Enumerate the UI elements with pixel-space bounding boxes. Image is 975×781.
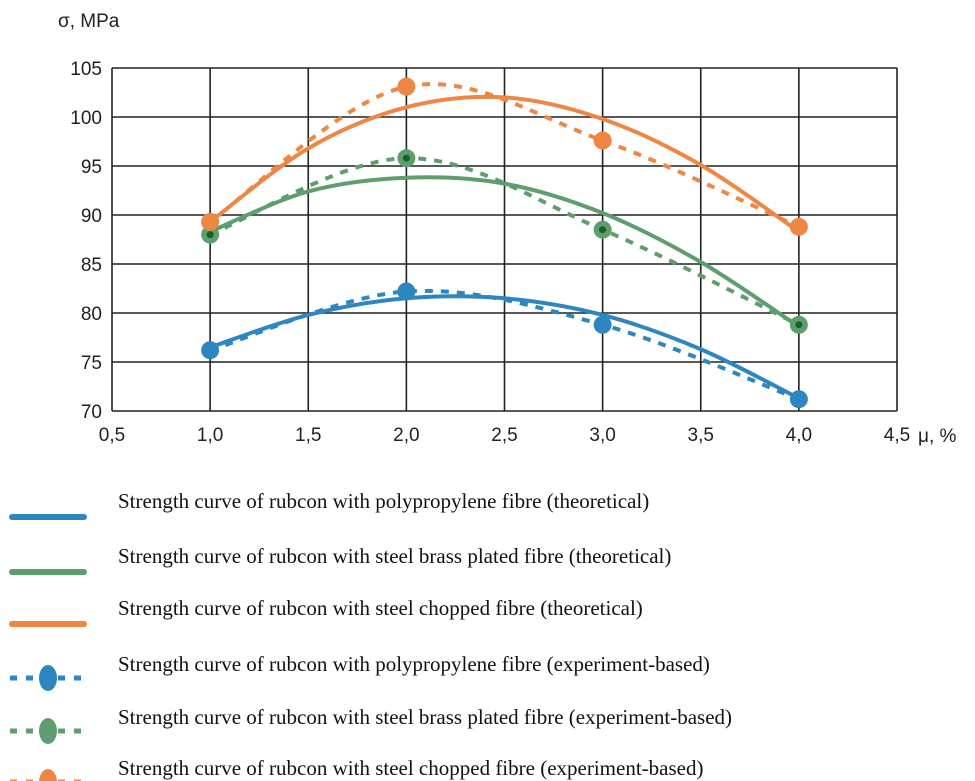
x-tick-label: 0,5 xyxy=(99,425,125,446)
x-tick-label: 4,5 xyxy=(884,425,910,446)
y-tick-label: 105 xyxy=(70,59,102,80)
data-point xyxy=(201,341,220,360)
x-tick-label: 1,0 xyxy=(197,425,223,446)
data-point-core xyxy=(599,226,607,234)
series-line-theoretical-0 xyxy=(208,294,801,401)
grid xyxy=(111,67,898,412)
series-line-theoretical-1 xyxy=(208,175,801,329)
legend-label: Strength curve of rubcon with steel chop… xyxy=(118,596,643,620)
legend-item: Strength curve of rubcon with steel bras… xyxy=(9,544,671,575)
legend-label: Strength curve of rubcon with steel chop… xyxy=(118,756,703,780)
data-point-core xyxy=(402,154,410,162)
y-tick-label: 100 xyxy=(70,108,102,129)
y-tick-label: 80 xyxy=(81,304,102,325)
legend-label: Strength curve of rubcon with steel bras… xyxy=(118,544,671,568)
y-tick-label: 95 xyxy=(81,157,102,178)
data-point xyxy=(593,315,612,334)
x-tick-label: 3,5 xyxy=(688,425,714,446)
legend-item: Strength curve of rubcon with polypropyl… xyxy=(9,489,649,520)
data-point xyxy=(397,77,416,96)
x-tick-label: 2,5 xyxy=(491,425,517,446)
data-point xyxy=(397,282,416,301)
y-tick-label: 90 xyxy=(81,206,102,227)
series-line-theoretical-2 xyxy=(208,94,801,234)
x-tick-label: 1,5 xyxy=(295,425,321,446)
y-tick-label: 70 xyxy=(81,402,102,423)
data-point xyxy=(789,217,808,236)
series-line-experiment-4 xyxy=(209,156,800,327)
data-point-core xyxy=(795,321,803,329)
data-point-core xyxy=(206,231,214,239)
y-tick-label: 75 xyxy=(81,353,102,374)
series-line-experiment-5 xyxy=(208,82,800,229)
plot-area xyxy=(201,77,808,409)
legend-item: Strength curve of rubcon with steel bras… xyxy=(10,705,732,744)
x-tick-label: 2,0 xyxy=(393,425,419,446)
x-ticks: 0,5 1,0 1,5 2,0 2,5 3,0 3,5 4,0 4,5 xyxy=(99,425,910,446)
legend-label: Strength curve of rubcon with polypropyl… xyxy=(118,652,710,676)
y-tick-label: 85 xyxy=(81,255,102,276)
legend-item: Strength curve of rubcon with steel chop… xyxy=(9,596,643,627)
x-tick-label: 3,0 xyxy=(589,425,615,446)
data-point xyxy=(201,212,220,231)
x-tick-label: 4,0 xyxy=(786,425,812,446)
legend-marker xyxy=(39,718,57,744)
legend-item: Strength curve of rubcon with polypropyl… xyxy=(10,652,710,691)
y-axis-label: σ, MPa xyxy=(58,11,120,32)
data-point xyxy=(789,390,808,409)
legend: Strength curve of rubcon with polypropyl… xyxy=(9,489,732,781)
x-axis-label: μ, % xyxy=(918,426,957,447)
data-point xyxy=(593,131,612,150)
legend-label: Strength curve of rubcon with steel bras… xyxy=(118,705,732,729)
y-ticks: 70 75 80 85 90 95 100 105 xyxy=(70,59,102,423)
series-line-experiment-3 xyxy=(209,288,800,402)
legend-marker xyxy=(39,665,57,691)
legend-label: Strength curve of rubcon with polypropyl… xyxy=(118,489,649,513)
legend-item: Strength curve of rubcon with steel chop… xyxy=(10,756,703,781)
legend-marker xyxy=(39,769,57,781)
